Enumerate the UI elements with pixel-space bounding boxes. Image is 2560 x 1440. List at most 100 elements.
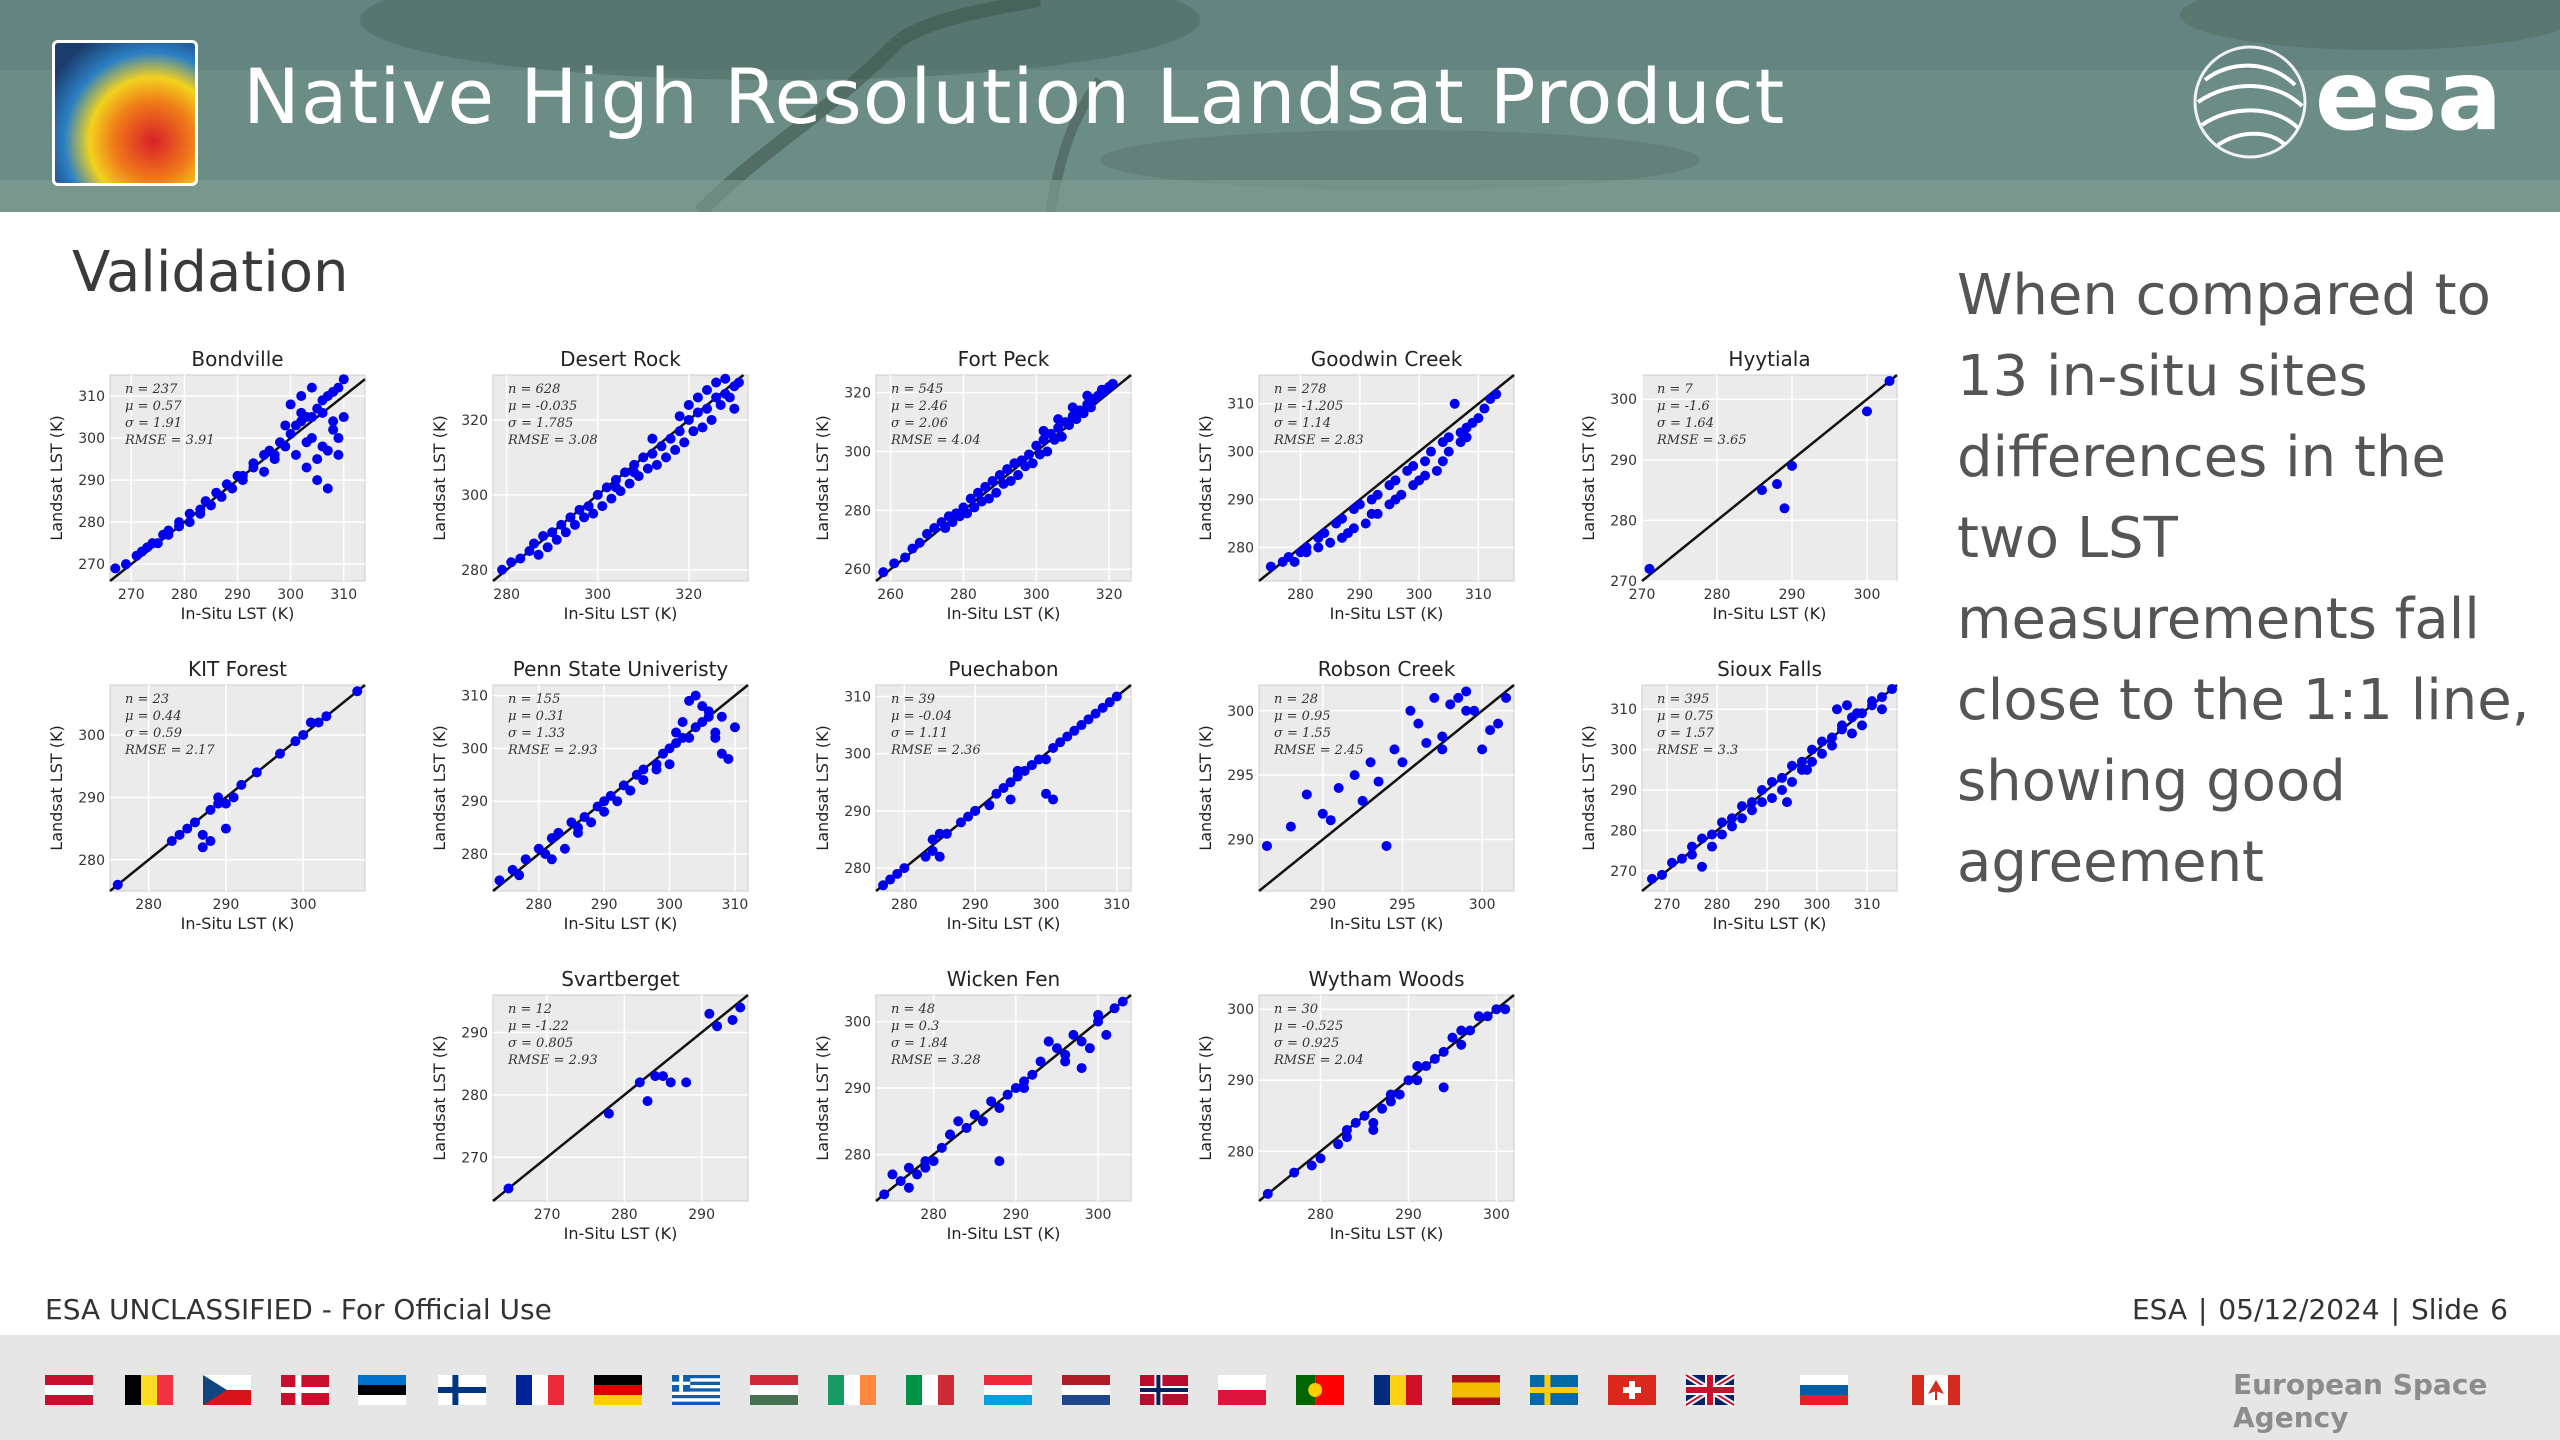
- data-point: [333, 449, 344, 460]
- data-point: [1479, 403, 1490, 414]
- y-tick-label: 310: [1610, 702, 1637, 718]
- data-point: [1048, 794, 1059, 805]
- y-tick-label: 300: [1227, 1002, 1254, 1018]
- flag-hungary-icon: [750, 1375, 798, 1405]
- data-point: [182, 823, 193, 834]
- data-point: [1461, 432, 1472, 443]
- agency-name: European Space Agency: [2233, 1368, 2488, 1434]
- data-point: [1049, 434, 1060, 445]
- data-point: [1877, 692, 1887, 703]
- flag-finland-icon: [438, 1375, 486, 1405]
- data-point: [1493, 718, 1504, 729]
- x-tick-label: 290: [1002, 1207, 1029, 1223]
- data-point: [1354, 499, 1365, 510]
- data-point: [322, 483, 333, 494]
- data-point: [1807, 744, 1817, 755]
- data-point: [1779, 503, 1790, 514]
- data-point: [197, 842, 208, 853]
- y-axis-label: Landsat LST (K): [1579, 415, 1598, 540]
- panel-title: Puechabon: [948, 657, 1058, 681]
- x-tick-label: 280: [1307, 1207, 1334, 1223]
- x-tick-label: 290: [688, 1207, 715, 1223]
- x-axis-label: In-Situ LST (K): [181, 914, 295, 933]
- data-point: [650, 1071, 661, 1082]
- data-point: [976, 496, 987, 507]
- data-point: [629, 467, 640, 478]
- data-point: [677, 716, 688, 727]
- data-point: [914, 537, 925, 548]
- x-tick-label: 280: [493, 587, 520, 603]
- data-point: [1076, 1063, 1087, 1074]
- data-point: [1429, 692, 1440, 703]
- panel-sioux-falls: 270 280 290 300 310 270 280 290 300 310 n = 395 μ =…: [1579, 657, 1898, 933]
- data-point: [220, 823, 231, 834]
- data-point: [1053, 414, 1064, 425]
- data-point: [1787, 460, 1797, 471]
- data-point: [712, 1021, 723, 1032]
- data-point: [998, 478, 1009, 489]
- data-point: [1019, 1083, 1030, 1094]
- data-point: [934, 828, 945, 839]
- data-point: [1097, 702, 1108, 713]
- data-point: [142, 542, 153, 553]
- y-axis-label: Landsat LST (K): [813, 1035, 832, 1160]
- x-tick-label: 310: [1103, 897, 1130, 913]
- data-point: [1757, 785, 1767, 796]
- data-point: [715, 399, 726, 410]
- data-point: [1368, 1124, 1379, 1135]
- data-point: [711, 392, 722, 403]
- stat-label: μ = 0.3: [891, 1019, 939, 1034]
- data-point: [166, 836, 177, 847]
- data-point: [674, 426, 685, 437]
- data-point: [729, 403, 740, 414]
- x-axis-label: In-Situ LST (K): [181, 604, 295, 623]
- data-point: [1797, 756, 1807, 767]
- data-point: [941, 828, 952, 839]
- flag-germany-icon: [594, 1375, 642, 1405]
- data-point: [1787, 776, 1797, 787]
- data-point: [1437, 456, 1448, 467]
- flag-austria-icon: [45, 1375, 93, 1405]
- data-point: [1385, 1089, 1396, 1100]
- data-point: [269, 454, 280, 465]
- data-point: [528, 538, 539, 549]
- data-point: [1657, 869, 1667, 880]
- data-point: [1082, 390, 1093, 401]
- data-point: [671, 727, 682, 738]
- data-point: [1051, 1043, 1062, 1054]
- data-point: [1319, 528, 1330, 539]
- data-point: [305, 717, 316, 728]
- data-point: [290, 736, 301, 747]
- data-point: [524, 546, 535, 557]
- data-point: [702, 384, 713, 395]
- data-point: [1289, 1167, 1300, 1178]
- data-point: [1090, 708, 1101, 719]
- data-point: [237, 475, 248, 486]
- data-point: [1437, 744, 1448, 755]
- data-point: [620, 467, 631, 478]
- data-point: [333, 433, 344, 444]
- data-point: [1012, 771, 1023, 782]
- y-tick-label: 280: [1610, 823, 1637, 839]
- data-point: [1717, 829, 1727, 840]
- data-point: [885, 874, 896, 885]
- panel-title: Sioux Falls: [1717, 657, 1822, 681]
- one-to-one-line: [875, 994, 1132, 1202]
- data-point: [892, 868, 903, 879]
- data-point: [878, 567, 889, 578]
- data-point: [556, 519, 567, 530]
- data-point: [1085, 402, 1096, 413]
- data-point: [1043, 1036, 1054, 1047]
- flag-portugal-icon: [1296, 1375, 1344, 1405]
- data-point: [1005, 777, 1016, 788]
- y-tick-label: 280: [844, 1147, 871, 1163]
- data-point: [980, 481, 991, 492]
- flag-poland-icon: [1218, 1375, 1266, 1405]
- data-point: [1414, 475, 1425, 486]
- stat-label: σ = 1.33: [508, 726, 565, 741]
- data-point: [1390, 475, 1401, 486]
- x-tick-label: 300: [584, 587, 611, 603]
- y-tick-label: 300: [78, 431, 105, 447]
- data-point: [313, 717, 324, 728]
- data-point: [1093, 1009, 1104, 1020]
